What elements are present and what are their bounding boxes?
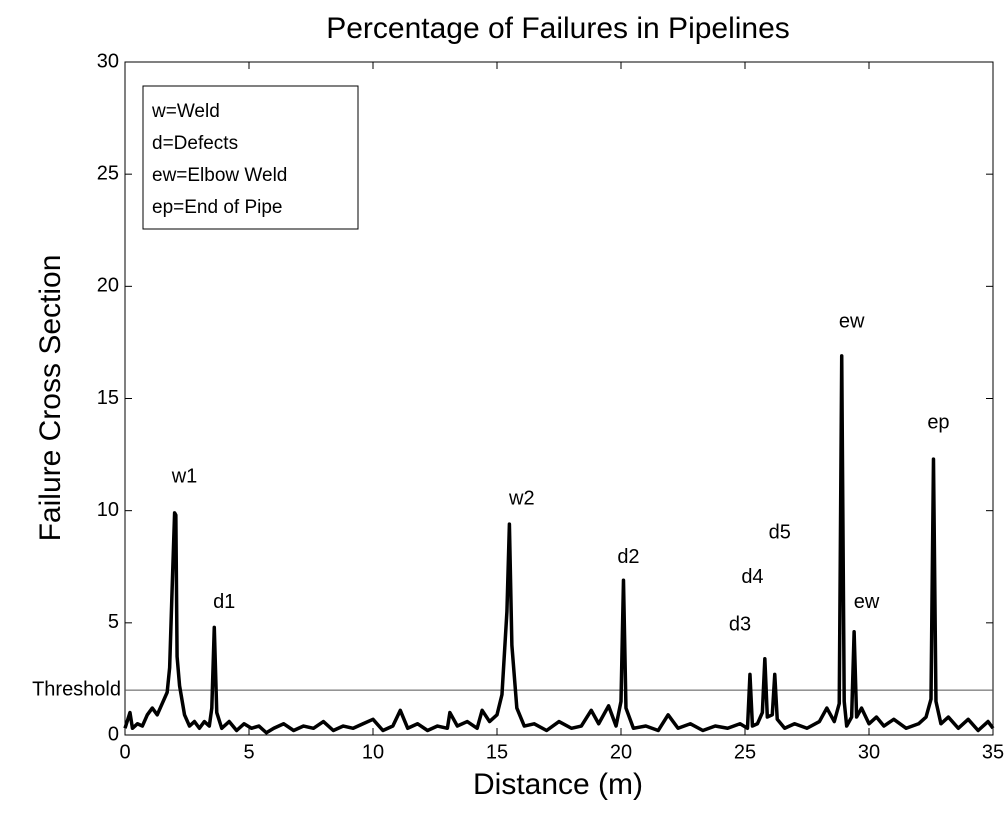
x-tick-label: 10 <box>362 741 384 763</box>
annotation: d4 <box>741 566 763 588</box>
x-tick-label: 15 <box>486 741 508 763</box>
y-tick-label: 15 <box>97 387 119 409</box>
x-tick-label: 35 <box>982 741 1004 763</box>
annotation: ep <box>927 411 949 433</box>
annotation: d2 <box>617 546 639 568</box>
annotation: ew <box>854 591 880 613</box>
y-tick-label: 30 <box>97 50 119 72</box>
y-tick-label: 0 <box>108 723 119 745</box>
y-tick-label: 5 <box>108 611 119 633</box>
legend-note: ep=End of Pipe <box>152 197 282 218</box>
x-tick-label: 20 <box>610 741 632 763</box>
x-tick-label: 25 <box>734 741 756 763</box>
y-tick-label: 10 <box>97 499 119 521</box>
x-tick-label: 5 <box>243 741 254 763</box>
data-line <box>123 354 995 735</box>
annotation: d3 <box>729 613 751 635</box>
annotation: d5 <box>769 521 791 543</box>
y-axis-label: Failure Cross Section <box>34 255 67 542</box>
annotation: d1 <box>213 591 235 613</box>
y-tick-label: 25 <box>97 162 119 184</box>
threshold-label: Threshold <box>32 678 121 700</box>
legend-box <box>142 85 359 230</box>
chart-title: Percentage of Failures in Pipelines <box>326 12 790 45</box>
x-tick-label: 0 <box>119 741 130 763</box>
legend-note: w=Weld <box>151 101 220 122</box>
y-tick-label: 20 <box>97 275 119 297</box>
x-tick-label: 30 <box>858 741 880 763</box>
x-axis-label: Distance (m) <box>473 768 643 801</box>
legend-note: ew=Elbow Weld <box>152 165 287 186</box>
annotation: ew <box>839 311 865 333</box>
annotation: w2 <box>508 488 535 510</box>
annotation: w1 <box>171 465 198 487</box>
legend-note: d=Defects <box>152 133 238 154</box>
